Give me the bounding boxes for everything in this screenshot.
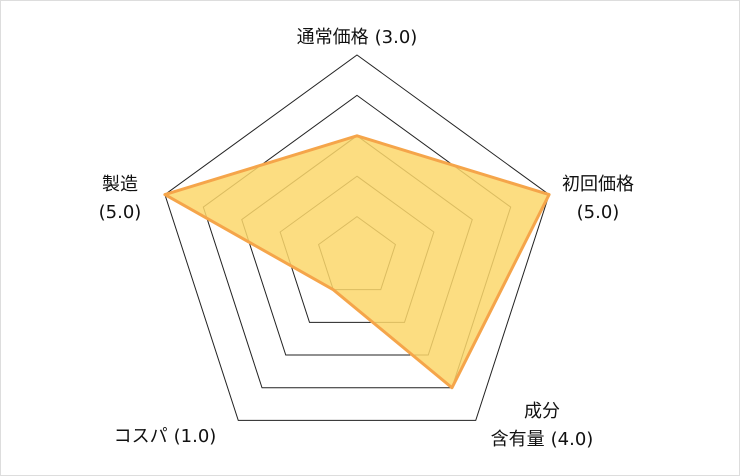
category-label: 製造 bbox=[102, 174, 138, 195]
category-label: 成分含有量 bbox=[491, 401, 560, 450]
axis-label: コスパ (1.0) bbox=[114, 426, 217, 447]
category-label: コスパ bbox=[114, 426, 168, 447]
axis-label: 成分含有量 (4.0) bbox=[491, 401, 594, 450]
category-label: 通常価格 bbox=[297, 27, 369, 48]
value-label: (4.0) bbox=[551, 429, 594, 450]
data-area bbox=[163, 134, 551, 390]
axis-label: 通常価格 (3.0) bbox=[297, 27, 418, 48]
value-label: (3.0) bbox=[375, 27, 418, 48]
value-label: (5.0) bbox=[577, 202, 620, 223]
axis-label: 製造 (5.0) bbox=[99, 174, 142, 223]
axis-label: 初回価格 (5.0) bbox=[562, 174, 634, 223]
value-label: (1.0) bbox=[174, 426, 217, 447]
category-label: 初回価格 bbox=[562, 174, 634, 195]
grid-ring bbox=[164, 54, 550, 421]
value-label: (5.0) bbox=[99, 202, 142, 223]
